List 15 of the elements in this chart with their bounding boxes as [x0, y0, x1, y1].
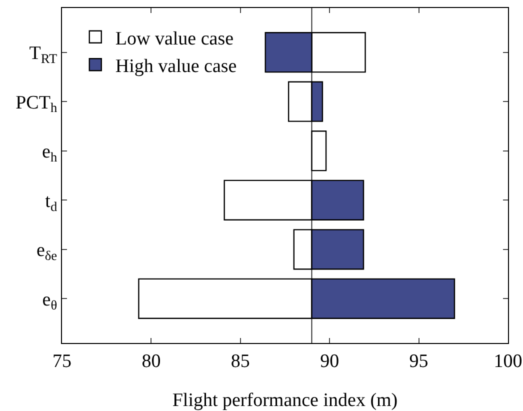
y-tick-label: e$_{θ}$	[42, 289, 58, 312]
x-tick-label: 80	[142, 350, 161, 372]
legend-label: Low value case	[115, 28, 234, 50]
y-tick-label: e$_{δe}$	[36, 240, 58, 264]
legend-label: High value case	[115, 56, 237, 78]
x-tick-label: 85	[230, 350, 250, 372]
x-tick-label: 75	[52, 350, 72, 372]
y-tick-label: e$_{h}$	[42, 142, 58, 165]
x-tick-label: 90	[320, 350, 340, 372]
x-tick-label: 100	[494, 350, 522, 372]
x-tick-label: 95	[409, 350, 428, 372]
y-tick-label: t$_{d}$	[45, 190, 58, 214]
y-tick-label: PCT$_{h}$	[16, 92, 58, 116]
x-axis-title: Flight performance index (m)	[172, 390, 398, 411]
y-tick-label: T$_{RT}$	[29, 42, 58, 66]
